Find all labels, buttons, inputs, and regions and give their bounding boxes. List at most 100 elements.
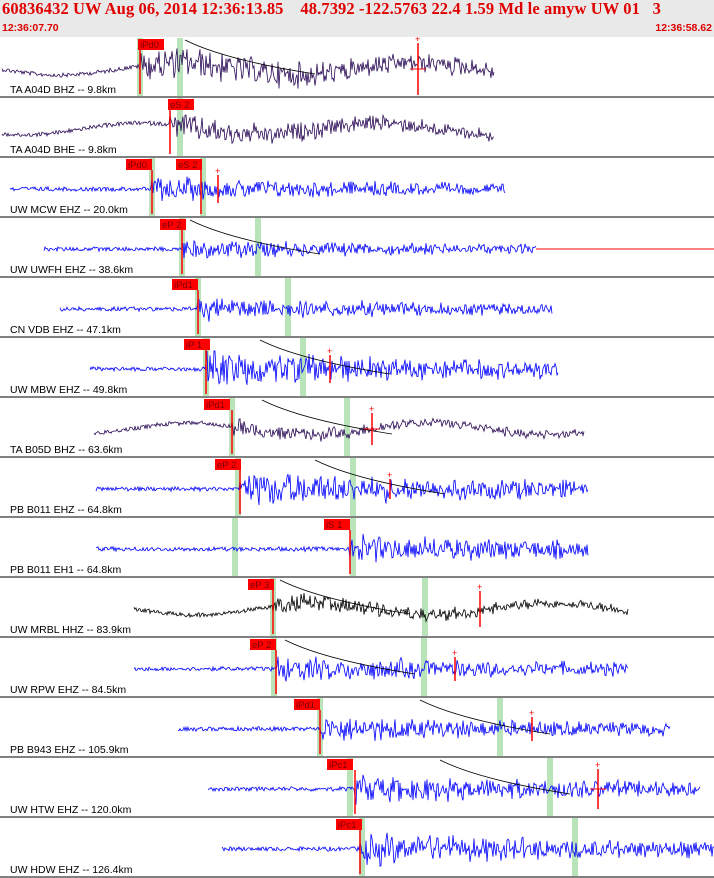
travel-time-curve: [184, 39, 316, 75]
pick-label: iPd0: [128, 160, 147, 171]
pick-label: eS 2: [170, 100, 190, 111]
waveform: [1, 113, 495, 145]
trace-row: iPd1 CN VDB EHZ -- 47.1km: [0, 278, 714, 338]
plus-marker: +: [215, 166, 220, 176]
pick-label-box[interactable]: [172, 279, 198, 290]
station-label: UW HTW EHZ -- 120.0km: [10, 804, 132, 816]
phase-window-highlight: [235, 458, 241, 516]
trace-row: iPd0 + TA A04D BHZ -- 9.8km: [0, 37, 714, 98]
phase-window-highlight: [497, 698, 503, 756]
pick-label-box[interactable]: [160, 219, 186, 230]
phase-window-highlight: [271, 638, 277, 696]
event-header: 60836432 UW Aug 06, 2014 12:36:13.85 48.…: [0, 0, 714, 37]
waveform: [95, 473, 589, 506]
phase-window-highlight: [177, 38, 183, 96]
phase-window-highlight: [422, 578, 428, 636]
pick-label-box[interactable]: [294, 699, 320, 710]
pick-label: eP 2: [162, 220, 181, 231]
plus-marker: +: [529, 708, 534, 718]
phase-window-highlight: [421, 638, 427, 696]
event-title: 60836432 UW Aug 06, 2014 12:36:13.85 48.…: [2, 0, 662, 18]
pick-label-box[interactable]: [250, 639, 276, 650]
trace-row: eP 3 + UW MRBL HHZ -- 83.9km: [0, 578, 714, 638]
travel-time-curve: [189, 219, 321, 255]
pick-label-box[interactable]: [176, 159, 202, 170]
trace-row: eP 2 + UW RPW EHZ -- 84.5km: [0, 638, 714, 698]
pick-label-box[interactable]: [336, 819, 362, 830]
pick-label: iPc1: [329, 760, 347, 771]
pick-label: iPd1: [174, 280, 193, 291]
phase-window-highlight: [547, 758, 553, 816]
end-time: 12:36:58.62: [655, 22, 712, 34]
station-label: UW MRBL HHZ -- 83.9km: [10, 624, 131, 636]
pick-label-box[interactable]: [248, 579, 274, 590]
station-label: UW HDW EHZ -- 126.4km: [10, 864, 133, 876]
plus-marker: +: [327, 346, 332, 356]
pick-label: iPd0: [140, 40, 159, 51]
station-label: UW MBW EHZ -- 49.8km: [10, 384, 128, 396]
pick-label-box[interactable]: [327, 759, 353, 770]
pick-label: iPd1: [206, 400, 225, 411]
plus-marker: +: [452, 648, 457, 658]
travel-time-curve: [419, 699, 551, 735]
waveform: [89, 350, 559, 385]
waveform: [133, 593, 629, 623]
waveform: [59, 298, 553, 322]
station-label: TA B05D BHZ -- 63.6km: [10, 444, 123, 456]
trace-row: iPc1 UW HDW EHZ -- 126.4km: [0, 818, 714, 878]
station-label: TA A04D BHE -- 9.8km: [10, 144, 117, 156]
station-label: PB B011 EHZ -- 64.8km: [10, 504, 122, 516]
waveform: [207, 774, 701, 805]
station-label: PB B011 EH1 -- 64.8km: [10, 564, 122, 576]
station-label: TA A04D BHZ -- 9.8km: [10, 84, 116, 96]
phase-window-highlight: [350, 458, 356, 516]
trace-row: eP 2 + PB B011 EHZ -- 64.8km: [0, 458, 714, 518]
phase-window-highlight: [300, 338, 306, 396]
pick-label: iS 1: [326, 520, 342, 531]
phase-window-highlight: [359, 818, 365, 876]
trace-row: iPd1 + TA B05D BHZ -- 63.6km: [0, 398, 714, 458]
pick-label: iP 1: [186, 340, 202, 351]
travel-time-curve: [259, 339, 391, 375]
pick-label-box[interactable]: [184, 339, 210, 350]
travel-time-curve: [439, 759, 571, 795]
pick-label-box[interactable]: [126, 159, 152, 170]
plus-marker: +: [477, 582, 482, 592]
travel-time-curve: [314, 459, 446, 495]
trace-row: eS 2 TA A04D BHE -- 9.8km: [0, 98, 714, 158]
trace-row: iPd0 eS 2 + UW MCW EHZ -- 20.0km: [0, 158, 714, 218]
pick-label-box[interactable]: [168, 99, 194, 110]
pick-label: eP 2: [217, 460, 236, 471]
phase-window-highlight: [255, 218, 261, 276]
seismogram-panel: iPd0 + TA A04D BHZ -- 9.8km eS 2 TA A04D BHE…: [0, 37, 714, 878]
station-label: UW UWFH EHZ -- 38.6km: [10, 264, 133, 276]
station-label: CN VDB EHZ -- 47.1km: [10, 324, 121, 336]
phase-window-highlight: [344, 398, 350, 456]
waveform: [93, 417, 585, 442]
plus-marker: +: [369, 404, 374, 414]
phase-window-highlight: [350, 518, 356, 576]
travel-time-curve: [284, 639, 416, 675]
waveform: [9, 176, 506, 202]
trace-row: iS 1 PB B011 EH1 -- 64.8km: [0, 518, 714, 578]
pick-label: iPc1: [338, 820, 356, 831]
pick-label-box[interactable]: [324, 519, 350, 530]
pick-label-box[interactable]: [138, 39, 164, 50]
waveform: [1, 48, 495, 89]
pick-label-box[interactable]: [215, 459, 241, 470]
plus-marker: +: [595, 760, 600, 770]
pick-label-box[interactable]: [204, 399, 230, 410]
travel-time-curve: [279, 579, 411, 615]
phase-window-highlight: [200, 158, 206, 216]
waveform: [95, 533, 589, 563]
phase-window-highlight: [232, 518, 238, 576]
phase-window-highlight: [572, 818, 578, 876]
waveform: [43, 239, 537, 259]
waveform: [221, 832, 714, 867]
start-time: 12:36:07.70: [2, 22, 59, 34]
trace-row: iPc1 + UW HTW EHZ -- 120.0km: [0, 758, 714, 818]
plus-marker: +: [387, 470, 392, 480]
waveform: [177, 718, 671, 741]
trace-row: eP 2 UW UWFH EHZ -- 38.6km: [0, 218, 714, 278]
phase-window-highlight: [177, 98, 183, 156]
